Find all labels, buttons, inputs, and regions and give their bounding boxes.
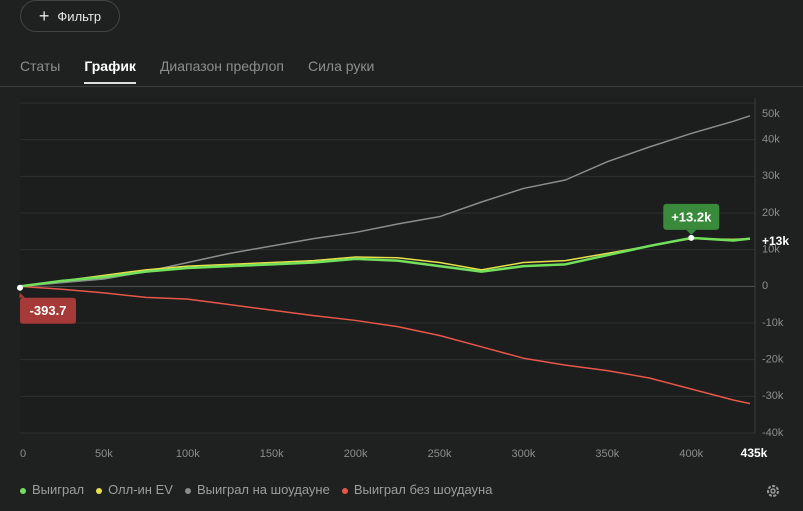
x-tick-label: 435k — [741, 446, 768, 460]
legend-item[interactable]: Выиграл без шоудауна — [341, 482, 493, 497]
x-tick-label: 200k — [344, 448, 368, 460]
legend-item[interactable]: Выиграл на шоудауне — [184, 482, 330, 497]
annotation-label: +13.2k — [671, 209, 712, 224]
legend-label: Олл-ин EV — [108, 482, 173, 497]
x-tick-label: 400k — [679, 448, 703, 460]
series-line — [19, 285, 751, 405]
annotation-box — [663, 203, 720, 230]
x-tick-label: 250k — [428, 448, 452, 460]
separator — [0, 86, 803, 87]
x-tick-label: 0 — [20, 448, 26, 460]
x-tick-label: 150k — [260, 448, 284, 460]
y-tick-label: 50k — [762, 108, 780, 120]
y-tick-label: 10k — [762, 244, 780, 256]
tab[interactable]: График — [84, 58, 136, 84]
x-tick-label: 350k — [595, 448, 619, 460]
y-tick-label: -10k — [762, 317, 784, 329]
series-line — [19, 236, 751, 288]
marker — [688, 234, 695, 241]
y-tick-label: -40k — [762, 427, 784, 439]
y-tick-label: 30k — [762, 170, 780, 182]
x-tick-label: 50k — [95, 448, 113, 460]
y-tick-label: -20k — [762, 354, 784, 366]
tab[interactable]: Сила руки — [307, 58, 375, 74]
legend-dot — [96, 487, 103, 494]
marker — [17, 284, 23, 291]
annotation-pointer — [686, 229, 697, 235]
x-tick-label: 100k — [176, 448, 200, 460]
settings-icon[interactable] — [764, 482, 782, 500]
x-tick-label: 300k — [512, 448, 536, 460]
legend-dot — [341, 487, 348, 494]
y-tick-label: -30k — [762, 390, 784, 402]
filter-button[interactable]: + Фильтр — [20, 0, 120, 32]
y-tick-label: 0 — [762, 280, 768, 292]
legend-dot — [20, 487, 26, 494]
plot-area — [20, 98, 755, 433]
legend-item[interactable]: Выиграл — [20, 482, 84, 497]
legend-label: Выиграл — [32, 482, 85, 497]
y-tick-label: 20k — [762, 207, 780, 219]
annotation-label: -393.7 — [30, 303, 67, 318]
y-tick-label: 40k — [762, 134, 780, 146]
legend-label: Выиграл без шоудауна — [353, 482, 493, 497]
end-label: +13k — [762, 234, 789, 248]
legend-item[interactable]: Олл-ин EV — [96, 482, 173, 497]
legend-dot — [184, 487, 191, 494]
plus-icon: + — [38, 5, 50, 26]
tab[interactable]: Диапазон префлоп — [159, 58, 284, 74]
tabs: Статы График Диапазон префлоп Сила руки — [20, 58, 374, 84]
tab[interactable]: Статы — [20, 58, 61, 74]
legend-label: Выиграл на шоудауне — [196, 482, 330, 497]
filter-label: Фильтр — [57, 8, 102, 24]
legend: Выиграл Олл-ин EV Выиграл на шоудауне Выигр… — [20, 482, 492, 497]
annotation-box — [20, 297, 76, 324]
annotation-pointer — [19, 292, 25, 298]
